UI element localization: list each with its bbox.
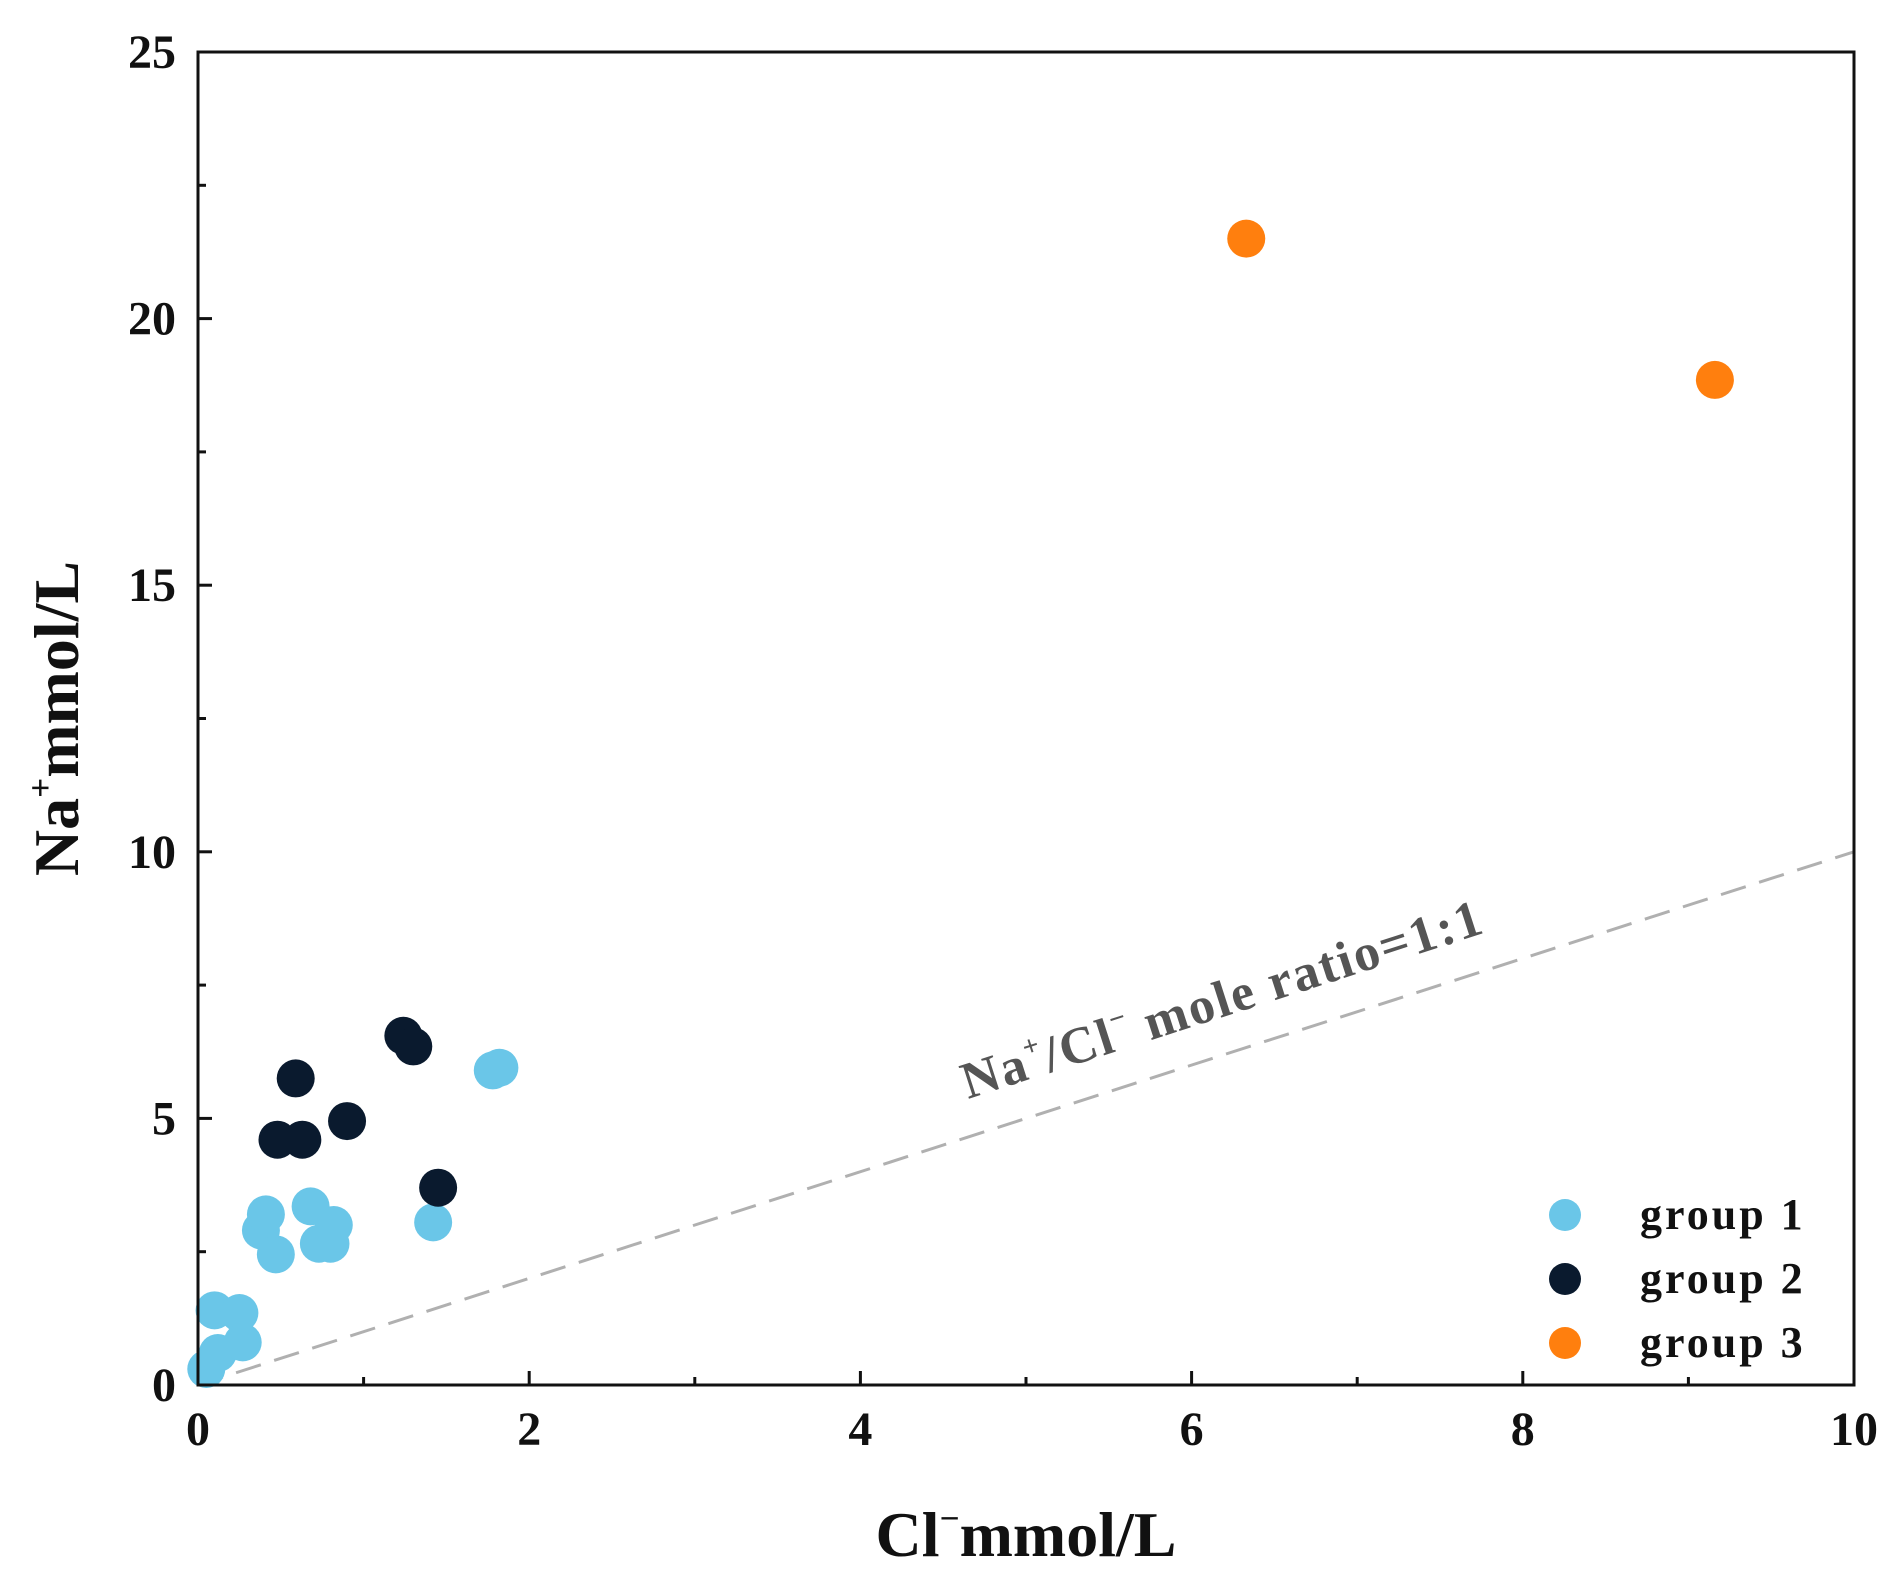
group-1-point — [480, 1048, 519, 1087]
group-2-point — [283, 1120, 322, 1159]
group-1-point — [256, 1235, 295, 1274]
group-2-point — [328, 1102, 367, 1141]
y-tick-label: 25 — [128, 26, 176, 79]
y-tick-label: 5 — [152, 1092, 176, 1145]
group-1-point — [223, 1323, 262, 1362]
x-tick-label: 8 — [1511, 1403, 1535, 1456]
group-2-point — [419, 1168, 458, 1207]
x-tick-label: 2 — [517, 1403, 541, 1456]
x-tick-label: 6 — [1180, 1403, 1204, 1456]
group-3-point — [1695, 360, 1734, 399]
legend-marker-group-1 — [1549, 1199, 1581, 1231]
y-axis-title: Na+mmol/L — [21, 561, 92, 876]
group-3-point — [1227, 219, 1266, 258]
legend-marker-group-2 — [1549, 1263, 1581, 1295]
group-1-point — [314, 1206, 353, 1245]
x-tick-label: 10 — [1830, 1403, 1878, 1456]
legend: group 1 group 2 group 3 — [1549, 1190, 1806, 1367]
x-tick-label: 0 — [186, 1403, 210, 1456]
group-1-point — [246, 1195, 285, 1234]
y-tick-label: 15 — [128, 559, 176, 612]
axis-tick-labels: 0 2 4 6 8 10 0 5 10 15 20 25 — [128, 26, 1878, 1456]
legend-label-group-3: group 3 — [1640, 1318, 1806, 1367]
group-1-point — [414, 1203, 453, 1242]
y-tick-label: 0 — [152, 1359, 176, 1412]
data-points — [187, 219, 1734, 1389]
legend-marker-group-3 — [1549, 1327, 1581, 1359]
group-2-point — [394, 1027, 433, 1066]
reference-line-label: Na+/Cl− mole ratio=1:1 — [954, 888, 1491, 1110]
y-tick-label: 20 — [128, 293, 176, 346]
x-tick-label: 4 — [848, 1403, 872, 1456]
x-axis-title: Cl−mmol/L — [876, 1499, 1177, 1570]
legend-label-group-2: group 2 — [1640, 1254, 1806, 1303]
group-1-point — [220, 1294, 259, 1333]
group-2-point — [276, 1059, 315, 1098]
reference-line-1-1 — [197, 850, 1855, 1387]
legend-label-group-1: group 1 — [1640, 1190, 1806, 1239]
y-tick-label: 10 — [128, 826, 176, 879]
plot-area-frame — [196, 50, 1856, 1387]
